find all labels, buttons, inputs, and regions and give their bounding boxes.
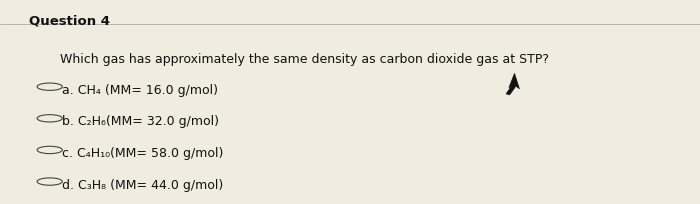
Text: a. CH₄ (MM= 16.0 g/mol): a. CH₄ (MM= 16.0 g/mol) — [62, 84, 218, 97]
Text: d. C₃H₈ (MM= 44.0 g/mol): d. C₃H₈ (MM= 44.0 g/mol) — [62, 178, 223, 192]
Text: b. C₂H₆(MM= 32.0 g/mol): b. C₂H₆(MM= 32.0 g/mol) — [62, 115, 218, 128]
Text: c. C₄H₁₀(MM= 58.0 g/mol): c. C₄H₁₀(MM= 58.0 g/mol) — [62, 147, 223, 160]
Polygon shape — [506, 73, 519, 95]
Text: Question 4: Question 4 — [29, 14, 111, 27]
Text: Which gas has approximately the same density as carbon dioxide gas at STP?: Which gas has approximately the same den… — [60, 53, 549, 66]
